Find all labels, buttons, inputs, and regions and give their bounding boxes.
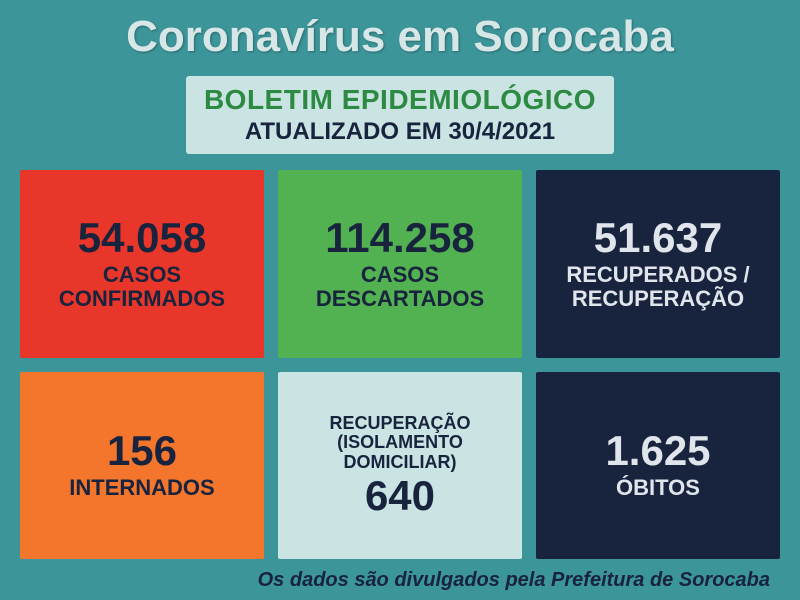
stat-confirmados: 54.058 CASOS CONFIRMADOS: [20, 170, 264, 358]
stat-label: CASOS DESCARTADOS: [316, 263, 484, 311]
stat-label: CASOS CONFIRMADOS: [59, 263, 225, 311]
footer-text: Os dados são divulgados pela Prefeitura …: [20, 569, 780, 592]
stat-obitos: 1.625 ÓBITOS: [536, 372, 780, 560]
stat-label: RECUPERADOS / RECUPERAÇÃO: [566, 263, 749, 311]
stat-value: 156: [107, 430, 177, 472]
infographic-container: Coronavírus em Sorocaba BOLETIM EPIDEMIO…: [0, 0, 800, 600]
stat-value: 1.625: [605, 430, 710, 472]
stat-value: 114.258: [325, 217, 475, 259]
stat-label: INTERNADOS: [69, 476, 214, 500]
subtitle-line2: ATUALIZADO EM 30/4/2021: [204, 118, 596, 146]
stats-grid: 54.058 CASOS CONFIRMADOS 114.258 CASOS D…: [20, 170, 780, 559]
stat-descartados: 114.258 CASOS DESCARTADOS: [278, 170, 522, 358]
stat-value: 54.058: [78, 217, 206, 259]
stat-value: 640: [365, 475, 435, 517]
stat-internados: 156 INTERNADOS: [20, 372, 264, 560]
subtitle-line1: BOLETIM EPIDEMIOLÓGICO: [204, 84, 596, 116]
stat-label-top: RECUPERAÇÃO (ISOLAMENTO DOMICILIAR): [329, 414, 470, 473]
main-title: Coronavírus em Sorocaba: [20, 12, 780, 62]
stat-value: 51.637: [594, 217, 722, 259]
stat-isolamento: RECUPERAÇÃO (ISOLAMENTO DOMICILIAR) 640: [278, 372, 522, 560]
subtitle-box: BOLETIM EPIDEMIOLÓGICO ATUALIZADO EM 30/…: [186, 76, 614, 154]
stat-label: ÓBITOS: [616, 476, 700, 500]
stat-recuperados: 51.637 RECUPERADOS / RECUPERAÇÃO: [536, 170, 780, 358]
